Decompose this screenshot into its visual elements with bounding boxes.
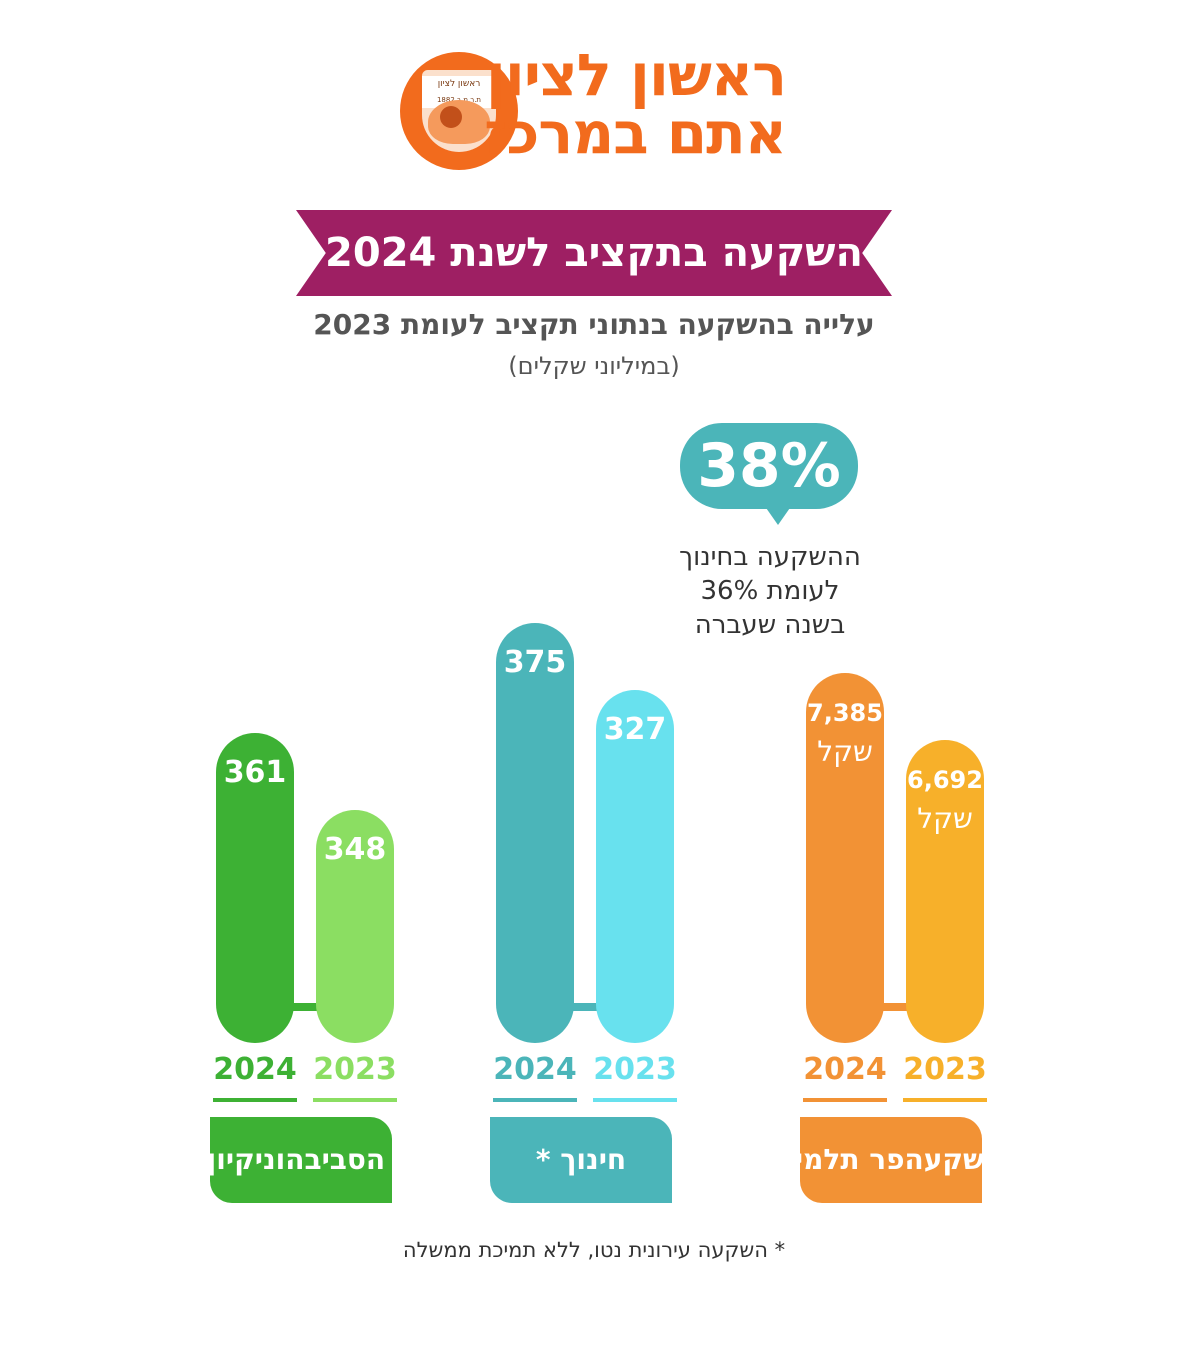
category-label-box: איכות הסביבה וניקיון העיר xyxy=(134,1117,468,1203)
bar-unit-label: שקל xyxy=(917,802,973,835)
bar-connector xyxy=(880,1003,910,1011)
year-underline xyxy=(213,1098,297,1102)
bar-value-label: 327 xyxy=(603,712,667,747)
seal-tree-icon xyxy=(440,106,462,128)
bar-value-label: 7,385 xyxy=(807,699,883,727)
unit-note: (במיליוני שקלים) xyxy=(508,352,680,380)
footnote: * השקעה עירונית נטו, ללא תמיכת ממשלה xyxy=(402,1238,786,1262)
category-label-line: השקעה xyxy=(904,1143,1004,1176)
callout-note-line: בשנה שעברה xyxy=(694,610,846,640)
bar-connector xyxy=(570,1003,600,1011)
category-label-line: וניקיון העיר xyxy=(133,1143,286,1176)
callout-note-line: לעומת 36% xyxy=(700,576,840,606)
callout-note-line: ההשקעה בחינוך xyxy=(679,542,861,572)
year-underline xyxy=(803,1098,887,1102)
chart-subtitle: עלייה בהשקעה בנתוני תקציב לעומת 2023 xyxy=(313,308,875,341)
logo-text-line2: אתם במרכז xyxy=(484,99,787,167)
bar-2023 xyxy=(316,810,394,1043)
bar-2024 xyxy=(496,623,574,1043)
year-underline xyxy=(313,1098,397,1102)
title-ribbon: השקעה בתקציב לשנת 2024 xyxy=(296,210,892,296)
bar-unit-label: שקל xyxy=(817,735,873,768)
year-underline xyxy=(493,1098,577,1102)
bar-2023 xyxy=(906,740,984,1043)
year-label-2023: 2023 xyxy=(903,1052,987,1087)
year-label-2023: 2023 xyxy=(593,1052,677,1087)
year-label-2024: 2024 xyxy=(803,1052,887,1087)
callout-note: ההשקעה בחינוך לעומת 36% בשנה שעברה xyxy=(650,540,890,642)
bar-connector xyxy=(290,1003,320,1011)
year-underline xyxy=(593,1098,677,1102)
bar-value-label: 348 xyxy=(323,832,387,867)
callout-bubble xyxy=(680,423,858,509)
logo-seal: ראשון לציון ת.ר.מ.ב 1882 xyxy=(400,52,518,170)
year-label-2024: 2024 xyxy=(493,1052,577,1087)
category-label-line: איכות הסביבה xyxy=(285,1143,469,1176)
year-label-2024: 2024 xyxy=(213,1052,297,1087)
callout-percentage: 38% xyxy=(697,431,841,501)
category-label-line: חינוך * xyxy=(535,1143,627,1176)
callout-tail xyxy=(764,505,792,525)
category-label-box: השקעה פר תלמיד xyxy=(778,1117,1004,1203)
year-label-2023: 2023 xyxy=(313,1052,397,1087)
bar-value-label: 6,692 xyxy=(907,766,983,794)
seal-text: ראשון לציון xyxy=(422,76,496,92)
bar-2024 xyxy=(216,733,294,1043)
seal-emblem: ראשון לציון ת.ר.מ.ב 1882 xyxy=(422,70,496,152)
bar-2023 xyxy=(596,690,674,1043)
bar-value-label: 361 xyxy=(223,755,287,790)
bar-value-label: 375 xyxy=(503,645,567,680)
bar-2024 xyxy=(806,673,884,1043)
logo-text-line1: ראשון לציון xyxy=(486,41,787,109)
category-label-line: פר תלמיד xyxy=(778,1143,905,1176)
year-underline xyxy=(903,1098,987,1102)
chart-title: השקעה בתקציב לשנת 2024 xyxy=(325,230,863,276)
category-label-box: חינוך * xyxy=(490,1117,672,1203)
